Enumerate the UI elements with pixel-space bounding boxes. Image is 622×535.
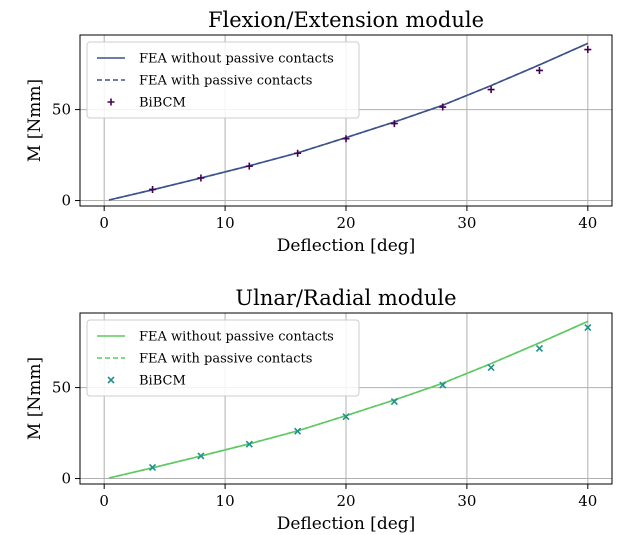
- data-point-bibcm: [149, 185, 157, 193]
- y-tick-label: 0: [61, 470, 71, 488]
- y-axis-label: M [Nmm]: [25, 357, 45, 440]
- legend-box: [86, 41, 360, 119]
- data-point-bibcm: [294, 427, 302, 435]
- data-point-bibcm: [245, 440, 253, 448]
- data-point-bibcm: [439, 103, 447, 111]
- x-tick-label: 20: [336, 214, 355, 232]
- x-tick-label: 10: [216, 214, 235, 232]
- legend-label: FEA without passive contacts: [139, 52, 334, 67]
- data-point-bibcm: [535, 344, 544, 353]
- series-line-with-contacts: [108, 320, 589, 479]
- data-point-bibcm: [294, 149, 302, 157]
- x-tick-label: 0: [99, 492, 109, 510]
- x-tick-label: 40: [578, 492, 597, 510]
- series-line-with-contacts: [108, 42, 589, 201]
- data-point-bibcm: [584, 46, 592, 54]
- y-tick-label: 50: [52, 379, 71, 397]
- legend-swatch-marker: [107, 98, 115, 106]
- legend-label: FEA without passive contacts: [139, 330, 334, 345]
- legend-box: [86, 319, 360, 397]
- data-point-bibcm: [342, 135, 350, 143]
- legend-swatch-marker: [107, 376, 115, 384]
- data-point-bibcm: [390, 120, 398, 128]
- data-point-bibcm: [535, 66, 543, 74]
- x-axis-label: Deflection [deg]: [277, 236, 416, 256]
- data-point-bibcm: [197, 174, 205, 182]
- data-point-bibcm: [584, 323, 592, 332]
- data-point-bibcm: [487, 86, 495, 94]
- chart-title: Flexion/Extension module: [208, 8, 484, 32]
- y-tick-label: 0: [61, 192, 71, 210]
- data-point-bibcm: [342, 413, 350, 421]
- data-point-bibcm: [390, 398, 398, 406]
- flexion-extension-chart: 0 10 20 30 40 0 50 Flexion/Extension module Defl…: [25, 8, 613, 256]
- chart-title: Ulnar/Radial module: [235, 286, 456, 310]
- ulnar-radial-chart: 0 10 20 30 40 0 50 Ulnar/Radial module Deflectio…: [25, 286, 613, 534]
- data-point-bibcm: [245, 162, 253, 170]
- data-point-bibcm: [487, 364, 495, 372]
- legend-label: FEA with passive contacts: [139, 74, 312, 89]
- data-point-bibcm: [148, 463, 157, 472]
- x-tick-label: 20: [336, 492, 355, 510]
- data-point-bibcm: [197, 452, 205, 460]
- x-tick-label: 10: [216, 492, 235, 510]
- x-tick-label: 0: [99, 214, 109, 232]
- x-axis-label: Deflection [deg]: [277, 514, 416, 534]
- legend-label: FEA with passive contacts: [139, 352, 312, 367]
- data-point-bibcm: [439, 381, 447, 389]
- y-tick-label: 50: [52, 101, 71, 119]
- legend-label: BiBCM: [139, 374, 186, 389]
- legend-label: BiBCM: [139, 96, 186, 111]
- x-tick-label: 30: [457, 492, 476, 510]
- x-tick-label: 40: [578, 214, 597, 232]
- y-axis-label: M [Nmm]: [25, 79, 45, 162]
- x-tick-label: 30: [457, 214, 476, 232]
